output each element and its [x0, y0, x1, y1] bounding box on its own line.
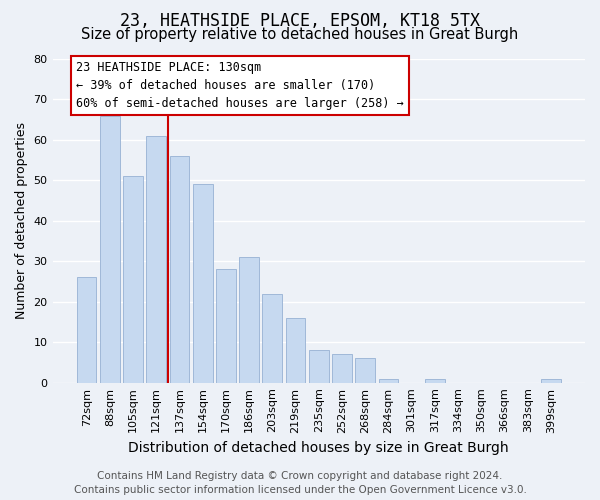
X-axis label: Distribution of detached houses by size in Great Burgh: Distribution of detached houses by size … — [128, 441, 509, 455]
Bar — [193, 184, 212, 382]
Bar — [332, 354, 352, 382]
Bar — [541, 378, 561, 382]
Bar — [262, 294, 282, 382]
Bar — [146, 136, 166, 382]
Text: Contains HM Land Registry data © Crown copyright and database right 2024.
Contai: Contains HM Land Registry data © Crown c… — [74, 471, 526, 495]
Bar — [216, 270, 236, 382]
Text: 23, HEATHSIDE PLACE, EPSOM, KT18 5TX: 23, HEATHSIDE PLACE, EPSOM, KT18 5TX — [120, 12, 480, 30]
Bar — [379, 378, 398, 382]
Bar — [355, 358, 375, 382]
Y-axis label: Number of detached properties: Number of detached properties — [15, 122, 28, 320]
Bar — [425, 378, 445, 382]
Bar — [309, 350, 329, 382]
Bar — [77, 278, 97, 382]
Bar — [100, 116, 119, 382]
Bar — [170, 156, 190, 382]
Text: 23 HEATHSIDE PLACE: 130sqm
← 39% of detached houses are smaller (170)
60% of sem: 23 HEATHSIDE PLACE: 130sqm ← 39% of deta… — [76, 61, 404, 110]
Text: Size of property relative to detached houses in Great Burgh: Size of property relative to detached ho… — [82, 28, 518, 42]
Bar — [286, 318, 305, 382]
Bar — [239, 258, 259, 382]
Bar — [123, 176, 143, 382]
